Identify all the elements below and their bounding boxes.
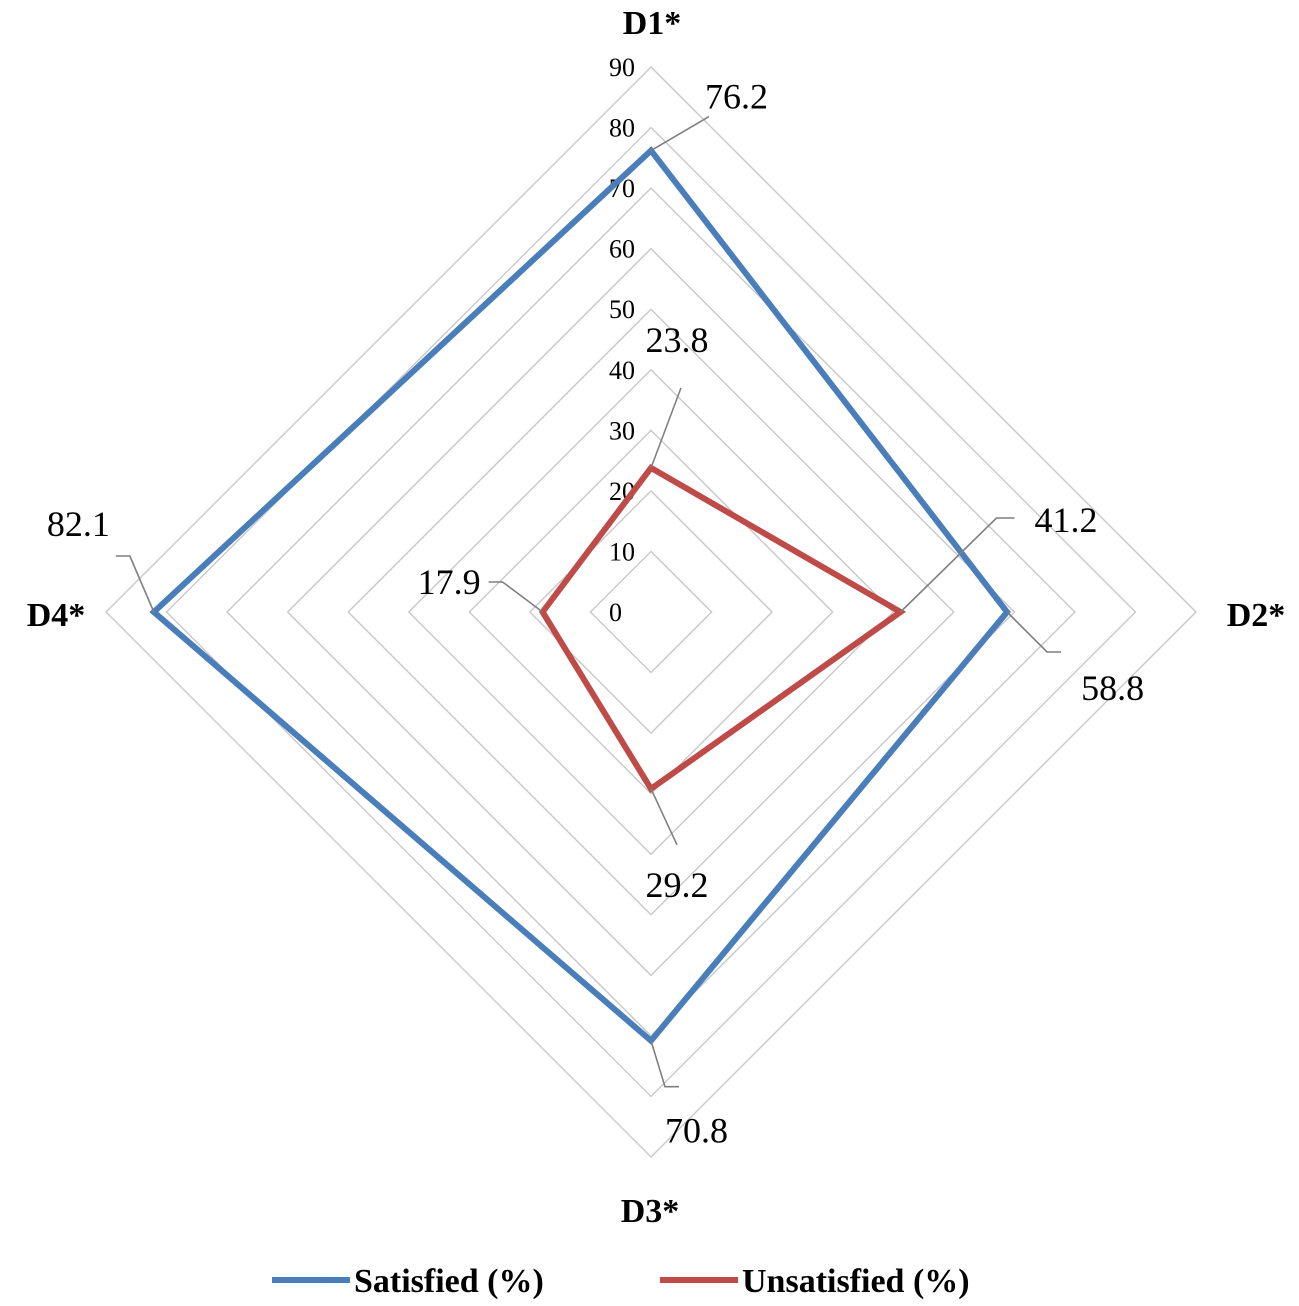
r-tick-label: 90: [609, 53, 635, 82]
grid-ring: [105, 66, 1197, 1158]
grid-ring: [468, 429, 834, 795]
axis-label-d4: D4*: [27, 597, 86, 634]
leader-line: [650, 788, 678, 846]
data-label: 23.8: [646, 320, 709, 360]
r-tick-label: 60: [609, 235, 635, 264]
leader-line: [488, 581, 544, 613]
series-polygon-satisfied: [149, 146, 1011, 1046]
r-tick-label: 10: [609, 537, 635, 566]
data-label: 41.2: [1034, 500, 1097, 540]
grid-ring: [286, 247, 1016, 977]
grid-ring: [347, 308, 955, 916]
grid-ring: [165, 126, 1137, 1098]
leader-line: [899, 517, 1015, 613]
grid-ring: [589, 550, 713, 674]
series-polygon-unsatisfied: [538, 463, 907, 794]
r-tick-label: 40: [609, 356, 635, 385]
leader-line: [650, 387, 682, 469]
r-tick-label: 0: [609, 598, 622, 627]
legend-label-unsatisfied: Unsatisfied (%): [742, 1263, 970, 1300]
legend-label-satisfied: Satisfied (%): [354, 1263, 544, 1300]
leader-line: [650, 1040, 679, 1088]
r-tick-label: 30: [609, 416, 635, 445]
data-labels: 76.2 58.8 70.8 82.1 23.8 41.2 29.2 17.9: [47, 77, 1144, 1151]
data-label: 76.2: [705, 77, 768, 117]
r-tick-label: 80: [609, 114, 635, 143]
leader-line: [115, 555, 155, 613]
data-label: 82.1: [47, 504, 110, 544]
axis-label-d1: D1*: [623, 5, 682, 42]
r-tick-label: 50: [609, 295, 635, 324]
data-label: 58.8: [1081, 668, 1144, 708]
data-label: 17.9: [418, 562, 481, 602]
legend: Satisfied (%) Unsatisfied (%): [272, 1263, 970, 1300]
data-label-leaders: [115, 115, 1062, 1088]
leader-line: [650, 115, 710, 152]
grid-ring: [226, 187, 1076, 1037]
axis-label-d2: D2*: [1227, 597, 1286, 634]
grid-ring: [407, 368, 895, 856]
radar-grid: [105, 66, 1197, 1158]
data-label: 70.8: [665, 1111, 728, 1151]
data-label: 29.2: [646, 865, 709, 905]
axis-label-d3: D3*: [621, 1193, 680, 1230]
leader-line: [1006, 611, 1062, 653]
grid-ring: [528, 489, 774, 735]
series-polygons: [149, 146, 1011, 1046]
